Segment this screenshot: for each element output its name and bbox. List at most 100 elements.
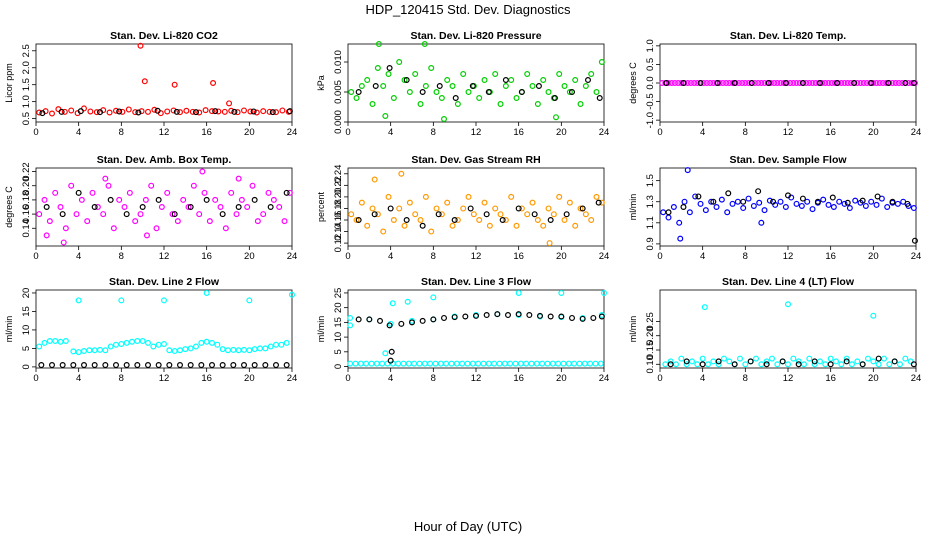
y-tick-label: 0.005	[333, 80, 344, 104]
data-point	[544, 360, 551, 367]
data-point	[739, 79, 746, 86]
data-point	[677, 235, 684, 242]
data-point	[593, 193, 600, 200]
data-point	[572, 222, 579, 229]
data-point	[411, 360, 418, 367]
data-point	[462, 313, 469, 320]
data-point	[816, 358, 823, 365]
data-point	[254, 218, 261, 225]
panel-title: Stan. Dev. Sample Flow	[729, 154, 847, 166]
y-tick-label: 0.9	[645, 237, 656, 250]
data-point	[745, 195, 752, 202]
data-point	[729, 200, 736, 207]
data-point	[518, 88, 525, 95]
data-point	[203, 289, 210, 296]
data-point	[683, 358, 690, 365]
data-point	[448, 360, 455, 367]
data-point	[39, 110, 46, 117]
x-tick-label: 4	[700, 127, 705, 138]
x-tick-label: 8	[743, 373, 748, 384]
data-point	[129, 338, 136, 345]
data-point	[851, 79, 858, 86]
data-point	[883, 79, 890, 86]
data-point	[452, 94, 459, 101]
data-point	[536, 312, 543, 319]
data-point	[758, 79, 765, 86]
x-tick-label: 24	[287, 373, 298, 384]
data-point	[348, 211, 355, 218]
data-point	[910, 205, 917, 212]
panel-title: Stan. Dev. Line 2 Flow	[109, 276, 220, 288]
data-point	[193, 109, 200, 116]
data-point	[596, 94, 603, 101]
data-point	[533, 360, 540, 367]
data-point	[214, 341, 221, 348]
x-tick-label: 4	[700, 251, 705, 262]
data-point	[485, 360, 492, 367]
data-point	[196, 211, 203, 218]
data-point	[203, 338, 210, 345]
data-point	[703, 79, 710, 86]
data-point	[171, 81, 178, 88]
data-point	[206, 218, 213, 225]
data-point	[454, 100, 461, 107]
data-point	[155, 362, 162, 369]
data-point	[740, 198, 747, 205]
data-point	[164, 189, 171, 196]
data-point	[529, 82, 536, 89]
data-point	[380, 228, 387, 235]
x-tick-label: 12	[783, 251, 794, 262]
data-point	[135, 109, 142, 116]
data-point	[692, 193, 699, 200]
data-point	[238, 196, 245, 203]
y-tick-label: 0.25	[645, 312, 656, 331]
data-point	[678, 355, 685, 362]
data-point	[875, 361, 882, 368]
data-point	[793, 79, 800, 86]
data-point	[412, 70, 419, 77]
data-point	[73, 211, 80, 218]
data-point	[694, 79, 701, 86]
data-point	[154, 107, 161, 114]
data-point	[75, 297, 82, 304]
y-tick-label: 20	[333, 302, 344, 313]
data-point	[444, 199, 451, 206]
data-point	[848, 361, 855, 368]
data-point	[347, 314, 354, 321]
data-point	[742, 79, 749, 86]
data-point	[139, 204, 146, 211]
data-point	[545, 88, 552, 95]
data-point	[443, 360, 450, 367]
data-point	[38, 362, 45, 369]
data-point	[250, 108, 257, 115]
data-point	[385, 70, 392, 77]
data-point	[592, 360, 599, 367]
data-point	[704, 361, 711, 368]
data-point	[406, 88, 413, 95]
data-point	[714, 79, 721, 86]
data-point	[671, 79, 678, 86]
data-point	[795, 361, 802, 368]
y-tick-label: 20	[21, 288, 32, 299]
data-point	[449, 82, 456, 89]
data-point	[283, 189, 290, 196]
data-point	[725, 190, 732, 197]
data-point	[441, 115, 448, 122]
data-point	[816, 79, 823, 86]
data-point	[854, 358, 861, 365]
data-point	[847, 79, 854, 86]
data-point	[667, 361, 674, 368]
data-point	[217, 204, 224, 211]
data-point	[123, 211, 130, 218]
data-point	[841, 200, 848, 207]
data-point	[464, 360, 471, 367]
data-point	[253, 109, 260, 116]
data-point	[132, 218, 139, 225]
data-point	[276, 204, 283, 211]
data-point	[745, 79, 752, 86]
data-point	[416, 360, 423, 367]
data-point	[100, 211, 107, 218]
y-tick-label: 5	[333, 349, 344, 354]
panel: Stan. Dev. Amb. Box Temp. 0 4 8 12 16 20 24 0.14…	[4, 154, 297, 262]
data-point	[874, 193, 881, 200]
